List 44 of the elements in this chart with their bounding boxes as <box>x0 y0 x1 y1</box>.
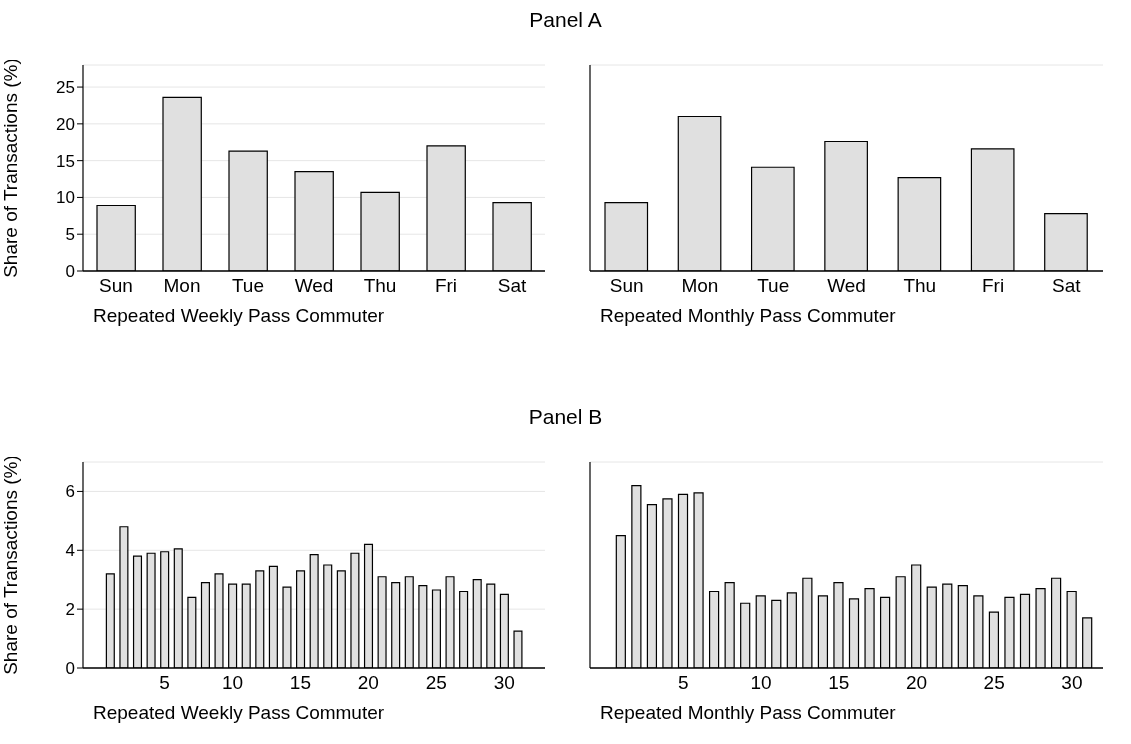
y-tick-label: 6 <box>65 482 75 502</box>
x-tick-label: 10 <box>750 672 772 694</box>
x-tick-label: Thu <box>903 275 937 297</box>
x-tick-label: 20 <box>357 672 379 694</box>
x-tick-label: Fri <box>434 275 458 297</box>
y-tick-label: 15 <box>56 151 75 171</box>
y-tick-label: 10 <box>56 188 75 208</box>
chart-title: Panel B <box>527 405 604 429</box>
y-tick-label: 0 <box>65 262 75 282</box>
y-tick-label: 2 <box>65 600 75 620</box>
chart-title: Panel A <box>528 8 603 32</box>
x-tick-label: 5 <box>677 672 689 694</box>
x-tick-label: Sun <box>99 275 133 297</box>
y-tick-label: 5 <box>65 225 75 245</box>
y-tick-label: 4 <box>65 541 75 561</box>
x-tick-label: Thu <box>363 275 397 297</box>
x-tick-label: 30 <box>1061 672 1083 694</box>
x-axis-title: Repeated Monthly Pass Commuter <box>600 702 896 724</box>
x-tick-label: 15 <box>828 672 850 694</box>
x-tick-label: Wed <box>827 275 866 297</box>
x-tick-label: Mon <box>163 275 201 297</box>
x-tick-label: Wed <box>294 275 334 297</box>
y-tick-label: 20 <box>56 114 75 134</box>
x-axis-title: Repeated Weekly Pass Commuter <box>93 305 385 327</box>
x-tick-label: 25 <box>983 672 1005 694</box>
x-tick-label: Mon <box>681 275 719 297</box>
x-tick-label: Sun <box>609 275 644 297</box>
x-tick-label: Tue <box>231 275 265 297</box>
x-tick-label: 10 <box>221 672 244 694</box>
x-tick-label: Sat <box>1052 275 1082 297</box>
x-tick-label: 5 <box>159 672 170 694</box>
y-axis-title: Share of Transactions (%) <box>0 455 21 675</box>
x-tick-label: Sat <box>497 275 527 297</box>
x-tick-label: 20 <box>905 672 928 694</box>
x-axis-title: Repeated Weekly Pass Commuter <box>93 702 385 724</box>
y-tick-label: 0 <box>65 659 75 679</box>
x-tick-label: 15 <box>289 672 311 694</box>
x-axis-title: Repeated Monthly Pass Commuter <box>600 305 896 327</box>
y-axis-title: Share of Transactions (%) <box>0 58 21 278</box>
x-tick-label: 30 <box>493 672 515 694</box>
y-tick-label: 25 <box>56 78 75 98</box>
x-tick-label: Fri <box>981 275 1005 297</box>
x-tick-label: Tue <box>757 275 790 297</box>
x-tick-label: 25 <box>425 672 447 694</box>
